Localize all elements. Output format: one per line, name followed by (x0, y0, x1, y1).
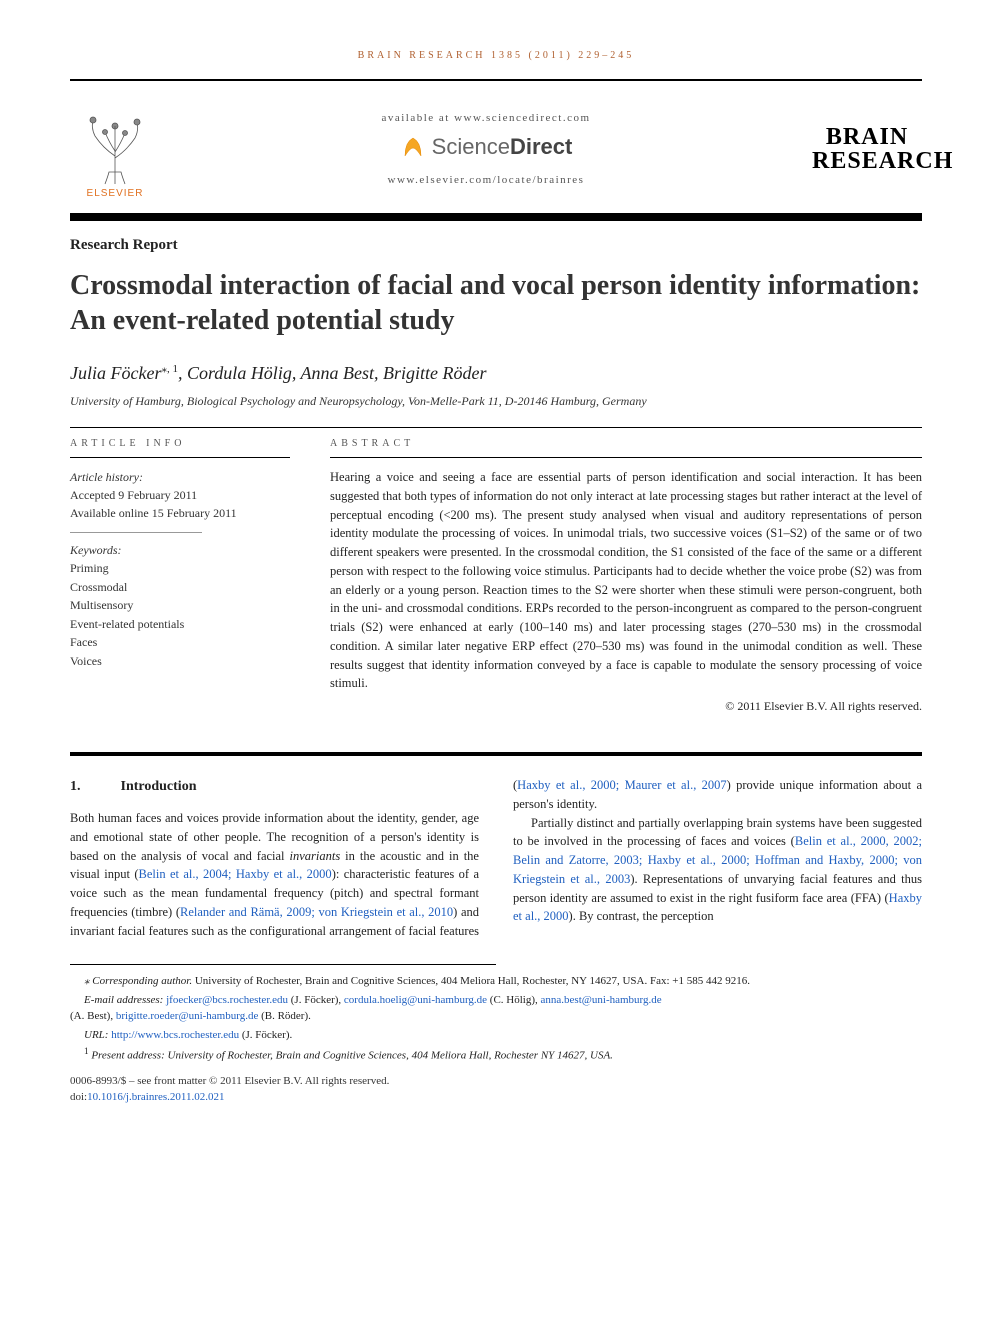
journal-cover-logo: BRAIN RESEARCH (812, 125, 922, 173)
sciencedirect-logo: ScienceDirect (160, 134, 812, 160)
sciencedirect-icon (400, 134, 426, 160)
author-4: Brigitte Röder (383, 363, 486, 383)
keyword: Priming (70, 559, 290, 578)
email-link[interactable]: brigitte.roeder@uni-hamburg.de (116, 1010, 259, 1022)
url-note: URL: http://www.bcs.rochester.edu (J. Fö… (70, 1027, 922, 1044)
footnotes: ⁎ Corresponding author. University of Ro… (70, 973, 922, 1064)
sciencedirect-text: ScienceDirect (432, 134, 573, 160)
article-info-column: ARTICLE INFO Article history: Accepted 9… (70, 428, 290, 714)
header-center: available at www.sciencedirect.com Scien… (160, 112, 812, 186)
citation-link[interactable]: Relander and Rämä, 2009; von Kriegstein … (180, 905, 453, 919)
footnotes-rule-block (70, 964, 496, 973)
elsevier-tree-icon (75, 106, 155, 186)
keyword: Multisensory (70, 596, 290, 615)
elsevier-wordmark: ELSEVIER (87, 188, 144, 199)
keyword: Voices (70, 652, 290, 671)
corresponding-author-note: ⁎ Corresponding author. University of Ro… (70, 973, 922, 990)
journal-name-line2: RESEARCH (812, 149, 922, 173)
front-matter-line: 0006-8993/$ – see front matter © 2011 El… (70, 1074, 922, 1090)
elsevier-logo: ELSEVIER (70, 99, 160, 199)
section-title: Introduction (121, 776, 197, 797)
doi-line: doi:10.1016/j.brainres.2011.02.021 (70, 1090, 922, 1106)
present-address-note: 1 Present address: University of Rochest… (70, 1045, 922, 1064)
history-label: Article history: (70, 468, 290, 486)
keyword: Crossmodal (70, 578, 290, 597)
running-head: BRAIN RESEARCH 1385 (2011) 229–245 (70, 50, 922, 61)
history-accepted: Accepted 9 February 2011 (70, 486, 290, 504)
front-matter-block: 0006-8993/$ – see front matter © 2011 El… (70, 1074, 922, 1106)
article-title: Crossmodal interaction of facial and voc… (70, 268, 922, 338)
email-link[interactable]: cordula.hoelig@uni-hamburg.de (344, 994, 487, 1006)
affiliation: University of Hamburg, Biological Psycho… (70, 394, 922, 409)
keyword: Event-related potentials (70, 615, 290, 634)
article-info-head: ARTICLE INFO (70, 428, 290, 458)
email-link[interactable]: anna.best@uni-hamburg.de (541, 994, 662, 1006)
abstract-head: ABSTRACT (330, 428, 922, 458)
url-link[interactable]: http://www.bcs.rochester.edu (111, 1029, 239, 1041)
doi-link[interactable]: 10.1016/j.brainres.2011.02.021 (87, 1091, 224, 1103)
rule-medium (70, 752, 922, 756)
available-at-line: available at www.sciencedirect.com (160, 112, 812, 124)
keyword: Faces (70, 633, 290, 652)
author-1-sup: ⁎, 1 (161, 363, 178, 375)
citation-link[interactable]: Haxby et al., 2000; Maurer et al., 2007 (517, 778, 726, 792)
publisher-header: ELSEVIER available at www.sciencedirect.… (70, 81, 922, 213)
email-link[interactable]: jfoecker@bcs.rochester.edu (166, 994, 288, 1006)
section-heading: 1. Introduction (70, 776, 479, 797)
author-3: Anna Best (301, 363, 375, 383)
keywords-label: Keywords: (70, 541, 290, 559)
abstract-text: Hearing a voice and seeing a face are es… (330, 468, 922, 693)
info-separator (70, 532, 202, 533)
history-online: Available online 15 February 2011 (70, 504, 290, 522)
email-addresses-note: E-mail addresses: jfoecker@bcs.rochester… (70, 992, 922, 1025)
section-number: 1. (70, 776, 81, 797)
rule-heavy (70, 213, 922, 221)
body-text: 1. Introduction Both human faces and voi… (70, 776, 922, 940)
article-type: Research Report (70, 237, 922, 254)
author-1: Julia Föcker (70, 363, 161, 383)
abstract-copyright: © 2011 Elsevier B.V. All rights reserved… (330, 699, 922, 714)
citation-link[interactable]: Belin et al., 2004; Haxby et al., 2000 (139, 867, 332, 881)
author-2: Cordula Hölig (187, 363, 292, 383)
abstract-column: ABSTRACT Hearing a voice and seeing a fa… (330, 428, 922, 714)
body-paragraph: Partially distinct and partially overlap… (513, 814, 922, 927)
author-list: Julia Föcker⁎, 1, Cordula Hölig, Anna Be… (70, 362, 922, 384)
keywords-list: Priming Crossmodal Multisensory Event-re… (70, 559, 290, 671)
journal-name-line1: BRAIN (812, 125, 922, 149)
journal-locate-line: www.elsevier.com/locate/brainres (160, 174, 812, 186)
